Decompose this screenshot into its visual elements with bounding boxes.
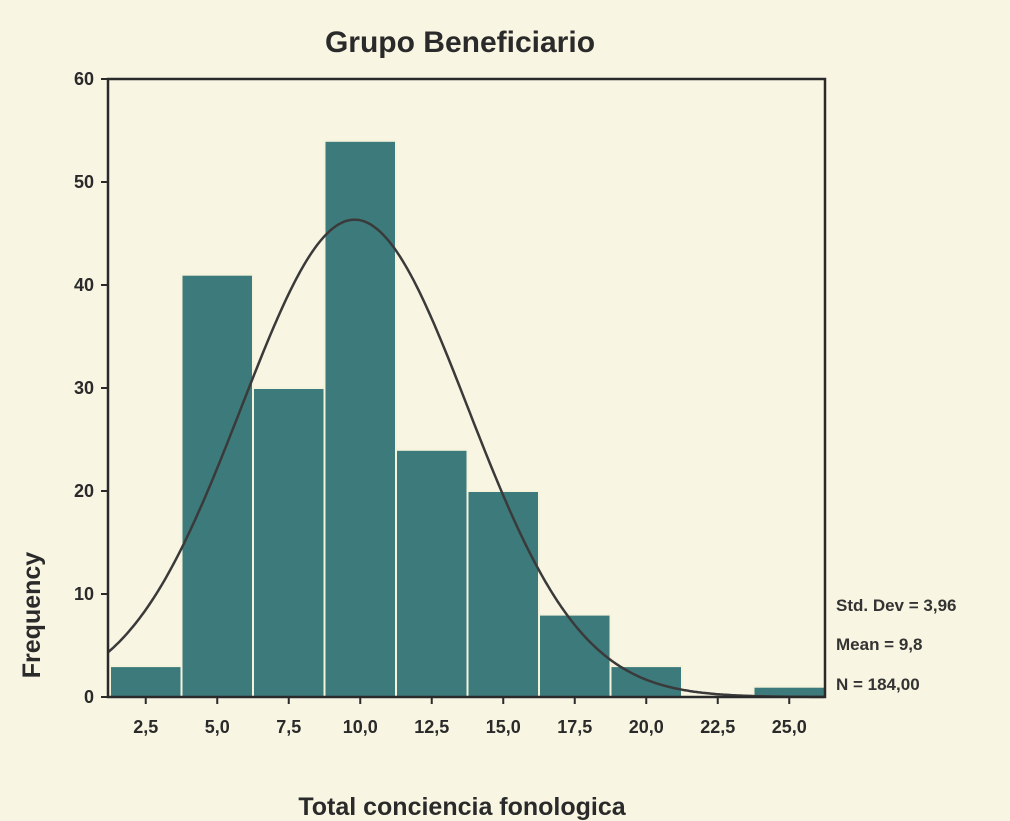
normal-curve bbox=[107, 218, 824, 699]
bars-layer bbox=[109, 139, 826, 699]
y-tick-label: 0 bbox=[84, 687, 94, 707]
bar-17,5 bbox=[538, 613, 612, 698]
stat-n: N = 184,00 bbox=[836, 675, 920, 694]
chart-title: Grupo Beneficiario bbox=[325, 26, 595, 59]
bar-20,0 bbox=[609, 665, 683, 698]
x-tick-label: 17,5 bbox=[557, 717, 592, 737]
y-axis-label: Frequency bbox=[18, 552, 46, 679]
x-tick-label: 5,0 bbox=[205, 717, 230, 737]
bar-7,5 bbox=[252, 387, 326, 698]
x-tick-label: 12,5 bbox=[414, 717, 449, 737]
x-tick-label: 25,0 bbox=[772, 717, 807, 737]
bar-2,5 bbox=[109, 665, 183, 698]
x-tick-label: 20,0 bbox=[629, 717, 664, 737]
x-axis-label: Total conciencia fonologica bbox=[298, 793, 626, 821]
y-tick-label: 10 bbox=[74, 584, 94, 604]
y-axis-ticks: 0 10 20 30 40 50 60 bbox=[74, 69, 108, 707]
x-tick-label: 15,0 bbox=[486, 717, 521, 737]
bar-12,5 bbox=[395, 448, 469, 698]
bar-10,0 bbox=[323, 139, 397, 699]
x-tick-label: 10,0 bbox=[343, 717, 378, 737]
y-tick-label: 20 bbox=[74, 481, 94, 501]
bar-15,0 bbox=[466, 490, 540, 698]
bar-5,0 bbox=[180, 273, 254, 698]
x-axis-ticks: 2,5 5,0 7,5 10,0 12,5 15,0 17,5 20,0 22,5 25,0 bbox=[133, 697, 807, 737]
x-tick-label: 22,5 bbox=[700, 717, 735, 737]
y-tick-label: 40 bbox=[74, 275, 94, 295]
y-tick-label: 30 bbox=[74, 378, 94, 398]
stat-mean: Mean = 9,8 bbox=[836, 635, 922, 654]
y-tick-label: 60 bbox=[74, 69, 94, 89]
x-tick-label: 7,5 bbox=[276, 717, 301, 737]
y-tick-label: 50 bbox=[74, 172, 94, 192]
x-tick-label: 2,5 bbox=[133, 717, 158, 737]
stat-std-dev: Std. Dev = 3,96 bbox=[836, 596, 956, 615]
